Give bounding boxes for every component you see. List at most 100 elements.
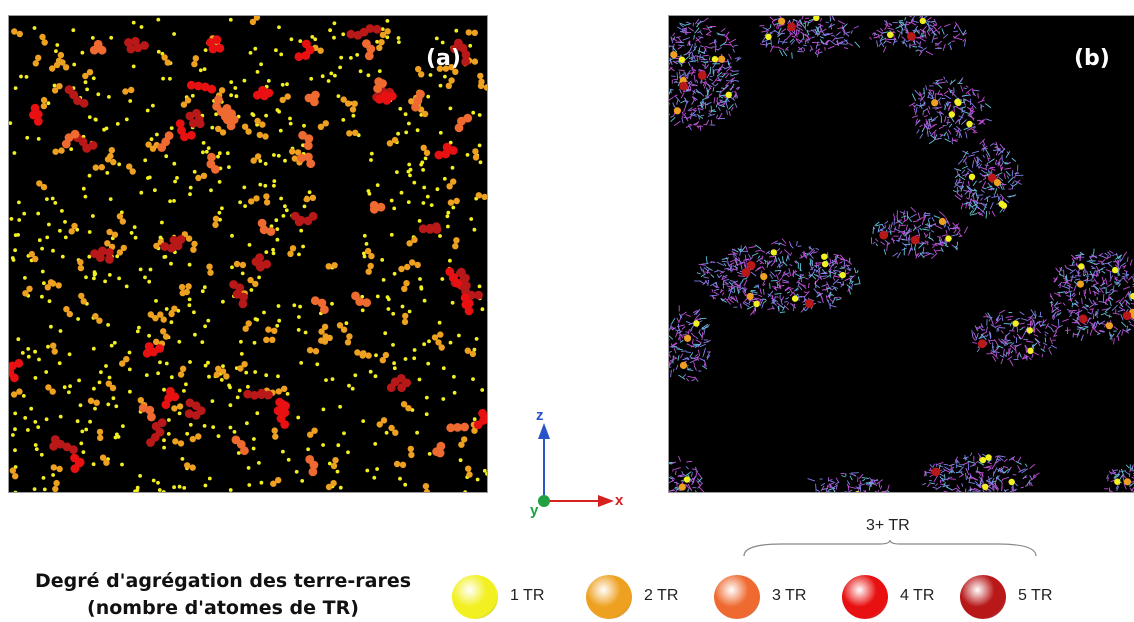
axis-x-label: x bbox=[615, 492, 624, 509]
particle-1tr bbox=[187, 262, 192, 267]
particle-1tr bbox=[148, 267, 153, 272]
particle-1tr bbox=[403, 112, 408, 117]
particle-cluster bbox=[454, 123, 464, 133]
particle-1tr bbox=[485, 472, 487, 476]
particle-1tr bbox=[351, 113, 356, 118]
particle-1tr bbox=[220, 206, 224, 211]
particle-1tr bbox=[26, 428, 30, 432]
particle-1tr bbox=[63, 220, 67, 224]
particle-1tr bbox=[146, 176, 150, 180]
particle-1tr bbox=[427, 452, 432, 456]
particle-2tr bbox=[239, 261, 247, 269]
particle-1tr bbox=[155, 132, 159, 137]
particle-1tr bbox=[297, 315, 301, 319]
particle-1tr bbox=[423, 156, 428, 161]
particle-2tr bbox=[284, 93, 291, 100]
particle-2tr bbox=[50, 464, 57, 471]
particle-1tr bbox=[229, 80, 234, 84]
particle-2tr bbox=[465, 29, 472, 36]
particle-1tr bbox=[158, 235, 163, 240]
particle-2tr bbox=[423, 488, 431, 492]
particle-2tr bbox=[465, 465, 472, 472]
particle-1tr bbox=[128, 99, 133, 103]
aggregate-ball-2tr bbox=[760, 273, 768, 281]
particle-1tr bbox=[87, 230, 92, 234]
particle-1tr bbox=[326, 79, 331, 83]
particle-1tr bbox=[274, 48, 278, 53]
particle-1tr bbox=[236, 451, 241, 455]
particle-1tr bbox=[330, 377, 335, 381]
particle-1tr bbox=[392, 271, 397, 276]
aggregate-cluster bbox=[971, 309, 1060, 367]
particle-1tr bbox=[177, 339, 182, 344]
particle-2tr bbox=[322, 120, 329, 127]
aggregate-ball-1tr bbox=[1027, 347, 1034, 354]
aggregate-ball-cluster bbox=[679, 81, 689, 91]
particle-cluster bbox=[29, 110, 38, 120]
particle-cluster bbox=[212, 35, 222, 44]
particle-2tr bbox=[39, 33, 46, 41]
particle-1tr bbox=[355, 53, 360, 57]
particle-2tr bbox=[162, 333, 170, 340]
particle-1tr bbox=[406, 169, 411, 174]
particle-1tr bbox=[201, 150, 205, 155]
particle-1tr bbox=[421, 201, 426, 205]
particle-1tr bbox=[272, 179, 277, 184]
particle-cluster bbox=[207, 152, 216, 162]
aggregate-ball-cluster bbox=[879, 230, 889, 240]
particle-2tr bbox=[262, 133, 269, 140]
particle-2tr bbox=[405, 405, 412, 412]
particle-1tr bbox=[294, 469, 299, 474]
particle-2tr bbox=[420, 144, 427, 151]
particle-1tr bbox=[46, 344, 50, 349]
particle-cluster bbox=[441, 149, 451, 159]
particle-2tr bbox=[9, 467, 16, 474]
particle-1tr bbox=[156, 49, 161, 54]
particle-cluster bbox=[294, 217, 304, 227]
particle-cluster bbox=[364, 51, 374, 61]
particle-2tr bbox=[184, 97, 192, 104]
particle-1tr bbox=[79, 441, 84, 446]
particle-1tr bbox=[468, 43, 473, 48]
aggregate-ball-cluster bbox=[1122, 311, 1132, 321]
particle-1tr bbox=[135, 329, 140, 334]
particle-1tr bbox=[160, 220, 164, 225]
particle-1tr bbox=[228, 488, 233, 492]
particle-1tr bbox=[286, 457, 291, 462]
particle-1tr bbox=[353, 373, 358, 378]
particle-1tr bbox=[472, 227, 477, 232]
particle-cluster bbox=[305, 455, 315, 464]
particle-1tr bbox=[228, 17, 233, 22]
particle-2tr bbox=[392, 429, 399, 436]
particle-2tr bbox=[270, 480, 277, 487]
particle-1tr bbox=[381, 278, 386, 282]
particle-cluster bbox=[259, 225, 269, 235]
particle-2tr bbox=[189, 464, 196, 471]
particle-1tr bbox=[239, 339, 243, 344]
particle-1tr bbox=[333, 73, 337, 78]
particle-1tr bbox=[279, 52, 284, 57]
particle-2tr bbox=[401, 285, 408, 292]
particle-1tr bbox=[115, 432, 119, 437]
particle-1tr bbox=[277, 318, 282, 323]
particle-cluster bbox=[223, 115, 232, 125]
particle-1tr bbox=[117, 162, 122, 167]
particle-1tr bbox=[113, 435, 118, 440]
particle-1tr bbox=[156, 17, 161, 22]
aggregate-ball-2tr bbox=[746, 292, 754, 301]
particle-1tr bbox=[478, 160, 483, 165]
particle-1tr bbox=[164, 154, 169, 159]
particle-2tr bbox=[471, 427, 478, 434]
particle-2tr bbox=[382, 351, 390, 359]
particle-2tr bbox=[177, 440, 185, 447]
particle-1tr bbox=[437, 320, 442, 325]
particle-1tr bbox=[406, 200, 411, 205]
particle-1tr bbox=[187, 297, 192, 302]
particle-2tr bbox=[183, 288, 190, 296]
particle-1tr bbox=[87, 115, 92, 119]
particle-2tr bbox=[400, 401, 408, 408]
particle-2tr bbox=[447, 199, 455, 206]
legend-title-line2: (nombre d'atomes de TR) bbox=[87, 597, 359, 619]
particle-1tr bbox=[275, 323, 280, 328]
particle-1tr bbox=[469, 217, 474, 221]
